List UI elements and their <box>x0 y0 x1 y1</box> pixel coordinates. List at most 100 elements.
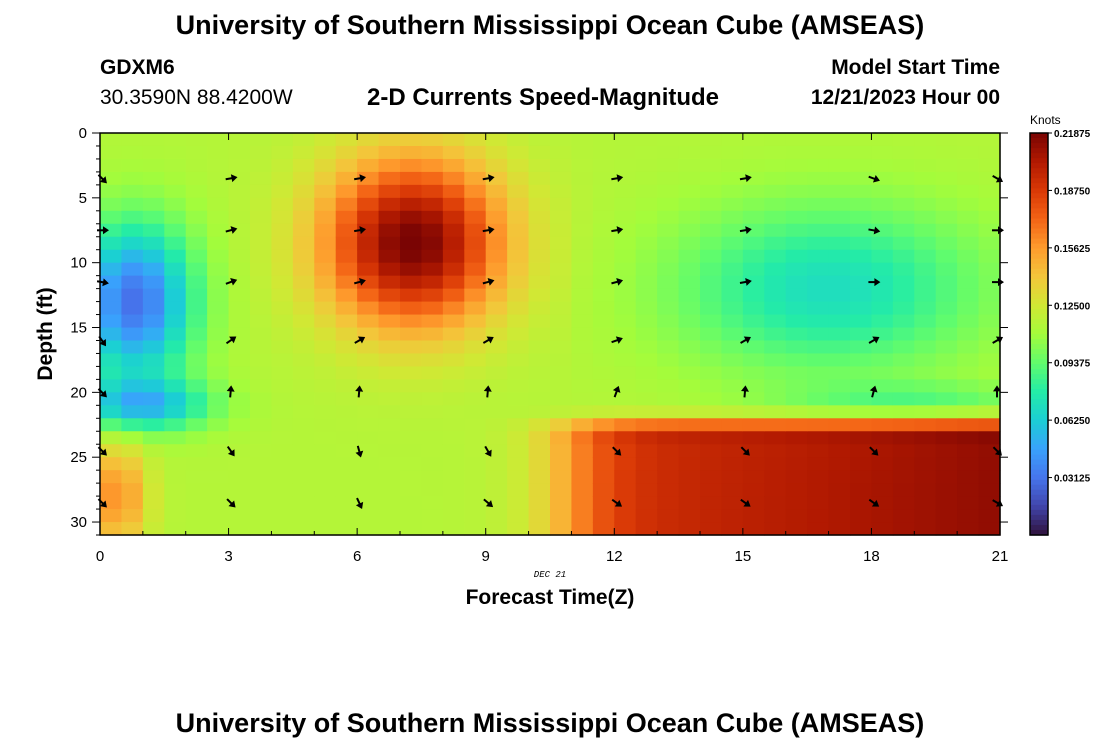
heatmap-cell <box>335 496 358 510</box>
heatmap-cell <box>442 184 465 199</box>
heatmap-cell <box>142 522 165 536</box>
y-tick-label: 20 <box>70 384 87 401</box>
heatmap-cell <box>421 405 444 419</box>
heatmap-cell <box>164 431 187 445</box>
heatmap-cell <box>335 158 358 173</box>
heatmap-cell <box>935 301 958 316</box>
heatmap-cell <box>421 133 444 147</box>
heatmap-cell <box>528 509 551 523</box>
heatmap-cell <box>657 444 680 458</box>
heatmap-cell <box>550 158 573 173</box>
heatmap-cell <box>250 184 273 199</box>
heatmap-cell <box>914 327 937 342</box>
heatmap-cell <box>100 405 123 419</box>
heatmap-cell <box>978 457 1001 471</box>
heatmap-cell <box>635 444 658 458</box>
heatmap-cell <box>378 223 401 238</box>
heatmap-cell <box>892 366 915 380</box>
heatmap-cell <box>271 301 294 316</box>
heatmap-cell <box>721 483 744 497</box>
heatmap-cell <box>271 379 294 393</box>
heatmap-cell <box>271 223 294 238</box>
heatmap-cell <box>635 457 658 471</box>
heatmap-cell <box>228 431 251 445</box>
heatmap-cell <box>571 483 594 497</box>
heatmap-cell <box>378 314 401 329</box>
heatmap-cell <box>914 210 937 225</box>
heatmap-cell <box>271 509 294 523</box>
heatmap-cell <box>914 444 937 458</box>
heatmap-cell <box>314 509 337 523</box>
heatmap-cell <box>850 145 873 160</box>
heatmap-cell <box>657 275 680 290</box>
colorbar-segment <box>1030 138 1048 144</box>
heatmap-cell <box>807 418 830 432</box>
heatmap-cell <box>507 457 530 471</box>
heatmap-cell <box>828 431 851 445</box>
heatmap-cell <box>871 405 894 419</box>
heatmap-cell <box>742 457 765 471</box>
heatmap-cell <box>100 353 123 368</box>
heatmap-cell <box>528 158 551 173</box>
heatmap-cell <box>442 314 465 329</box>
heatmap-cell <box>721 197 744 212</box>
heatmap-cell <box>614 379 637 393</box>
heatmap-cell <box>228 301 251 316</box>
colorbar-segment <box>1030 524 1048 531</box>
heatmap-cell <box>871 431 894 445</box>
heatmap-cell <box>678 444 701 458</box>
heatmap-cell <box>635 392 658 406</box>
colorbar-segment <box>1030 243 1048 250</box>
heatmap-cell <box>528 431 551 445</box>
heatmap-cell <box>957 184 980 199</box>
heatmap-cell <box>400 522 423 536</box>
heatmap-cell <box>742 133 765 147</box>
heatmap-cell <box>400 366 423 380</box>
heatmap-cell <box>785 197 808 212</box>
heatmap-cell <box>957 327 980 342</box>
heatmap-cell <box>314 418 337 432</box>
heatmap-cell <box>507 210 530 225</box>
heatmap-cell <box>207 262 230 277</box>
heatmap-cell <box>421 496 444 510</box>
heatmap-cell <box>250 327 273 342</box>
heatmap-cell <box>785 301 808 316</box>
heatmap-cell <box>335 470 358 484</box>
heatmap-cell <box>314 171 337 186</box>
heatmap-cell <box>592 145 615 160</box>
heatmap-cell <box>121 470 144 484</box>
heatmap-cell <box>185 392 208 406</box>
heatmap-cell <box>142 301 165 316</box>
heatmap-cell <box>828 483 851 497</box>
current-arrow <box>355 497 364 509</box>
heatmap-cell <box>185 353 208 368</box>
colorbar-segment <box>1030 354 1048 360</box>
heatmap-cell <box>785 184 808 199</box>
current-arrow <box>992 499 1004 507</box>
colorbar-segment <box>1030 344 1048 350</box>
heatmap-cell <box>442 236 465 251</box>
x-tick-label: 3 <box>224 548 232 565</box>
heatmap-cell <box>292 522 315 536</box>
heatmap-cell <box>957 275 980 290</box>
heatmap-cell <box>464 327 487 342</box>
colorbar-tick-label: 0.03125 <box>1054 474 1091 485</box>
heatmap-cell <box>378 366 401 380</box>
heatmap-cell <box>335 405 358 419</box>
heatmap-cell <box>207 509 230 523</box>
heatmap-cell <box>914 418 937 432</box>
heatmap-cell <box>485 275 508 290</box>
heatmap-cell <box>678 483 701 497</box>
heatmap-cell <box>250 353 273 368</box>
heatmap-cell <box>700 314 723 329</box>
heatmap-cell <box>571 366 594 380</box>
heatmap-cell <box>614 418 637 432</box>
heatmap-cell <box>721 158 744 173</box>
current-arrow <box>868 278 881 287</box>
heatmap-cell <box>914 262 937 277</box>
colorbar-segment <box>1030 328 1048 335</box>
heatmap-cell <box>614 288 637 303</box>
heatmap-cell <box>892 483 915 497</box>
y-tick-label: 30 <box>70 514 87 531</box>
heatmap-cell <box>400 184 423 199</box>
